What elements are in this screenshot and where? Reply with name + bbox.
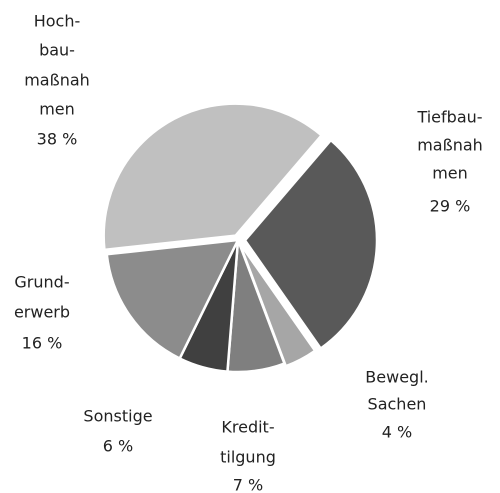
slice-value-label: 6 %: [103, 437, 133, 456]
slice-label: tilgung: [220, 448, 276, 467]
slice-value-label: 29 %: [430, 197, 471, 216]
slice-label: men: [39, 100, 75, 119]
slice-label: Sachen: [368, 395, 427, 414]
slice-label: maßnah: [417, 136, 483, 155]
slice-label: bau-: [39, 41, 75, 60]
slice-label: erwerb: [14, 303, 70, 322]
slice-value-label: 16 %: [22, 334, 63, 353]
slice-value-label: 4 %: [382, 423, 412, 442]
pie-slice: [238, 241, 317, 368]
slice-label: Grund-: [14, 273, 69, 292]
slice-label: Bewegl.: [365, 368, 428, 387]
slice-label: men: [432, 164, 468, 183]
slice-label: maßnah: [24, 71, 90, 90]
pie-slice: [243, 138, 379, 351]
slice-label: Tiefbau-: [416, 108, 482, 127]
slice-label: Kredit-: [221, 418, 274, 437]
slice-value-label: 7 %: [233, 476, 263, 493]
pie-slice: [105, 238, 241, 361]
slice-label: Hoch-: [34, 12, 81, 31]
slice-label: Sonstige: [83, 407, 152, 426]
slice-value-label: 38 %: [37, 130, 78, 149]
pie-slice: [102, 102, 324, 252]
